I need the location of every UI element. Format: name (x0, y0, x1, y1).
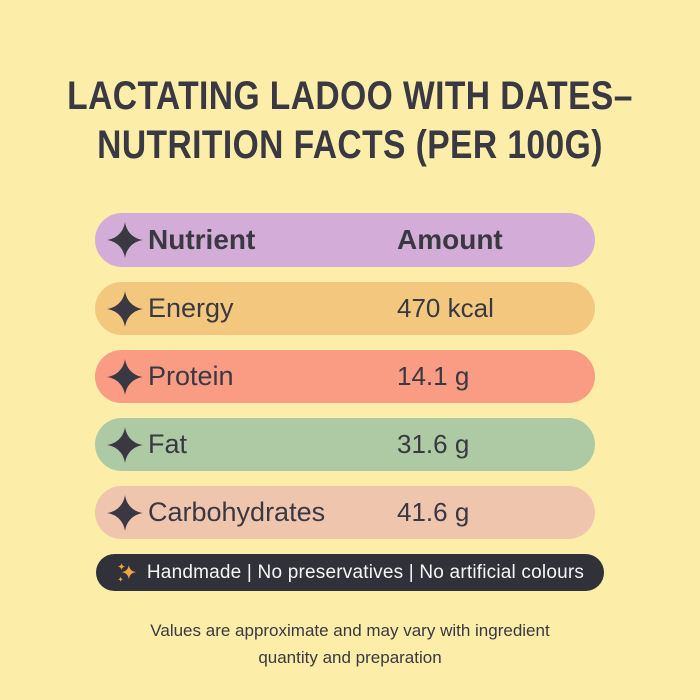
table-row-protein: Protein 14.1 g (95, 350, 595, 403)
disclaimer-text: Values are approximate and may vary with… (0, 617, 700, 671)
badge-text: Handmade | No preservatives | No artific… (146, 561, 585, 583)
page-title: LACTATING LADOO WITH DATES– NUTRITION FA… (0, 72, 700, 170)
four-point-star-icon (106, 494, 144, 532)
nutrient-name: Carbohydrates (148, 497, 326, 527)
four-point-star-icon (106, 358, 144, 396)
nutrient-amount: 14.1 g (397, 361, 470, 391)
table-row-fat: Fat 31.6 g (95, 418, 595, 471)
title-line-2: NUTRITION FACTS (PER 100G) (97, 123, 603, 167)
title-line-1: LACTATING LADOO WITH DATES– (67, 74, 633, 118)
four-point-star-icon (106, 290, 144, 328)
column-header-nutrient: Nutrient (148, 224, 256, 255)
nutrient-amount: 41.6 g (397, 497, 470, 527)
nutrition-table: Nutrient Amount Energy 470 kcal Protein … (95, 213, 595, 539)
table-row-energy: Energy 470 kcal (95, 282, 595, 335)
nutrient-amount: 470 kcal (397, 293, 494, 323)
handmade-badge: Handmade | No preservatives | No artific… (96, 554, 604, 591)
nutrient-amount: 31.6 g (397, 429, 470, 459)
nutrient-cell: Carbohydrates (95, 494, 397, 532)
column-header-amount: Amount (397, 224, 503, 255)
table-header-row: Nutrient Amount (95, 213, 595, 267)
nutrient-name: Energy (148, 293, 234, 323)
header-nutrient-cell: Nutrient (95, 221, 397, 259)
four-point-star-icon (106, 221, 144, 259)
nutrient-cell: Energy (95, 290, 397, 328)
nutrient-name: Protein (148, 361, 234, 391)
sparkles-icon (116, 562, 138, 584)
nutrient-name: Fat (148, 429, 188, 459)
four-point-star-icon (106, 426, 144, 464)
nutrient-cell: Fat (95, 426, 397, 464)
nutrient-cell: Protein (95, 358, 397, 396)
table-row-carbohydrates: Carbohydrates 41.6 g (95, 486, 595, 539)
disclaimer-line-1: Values are approximate and may vary with… (150, 621, 550, 640)
disclaimer-line-2: quantity and preparation (258, 648, 442, 667)
